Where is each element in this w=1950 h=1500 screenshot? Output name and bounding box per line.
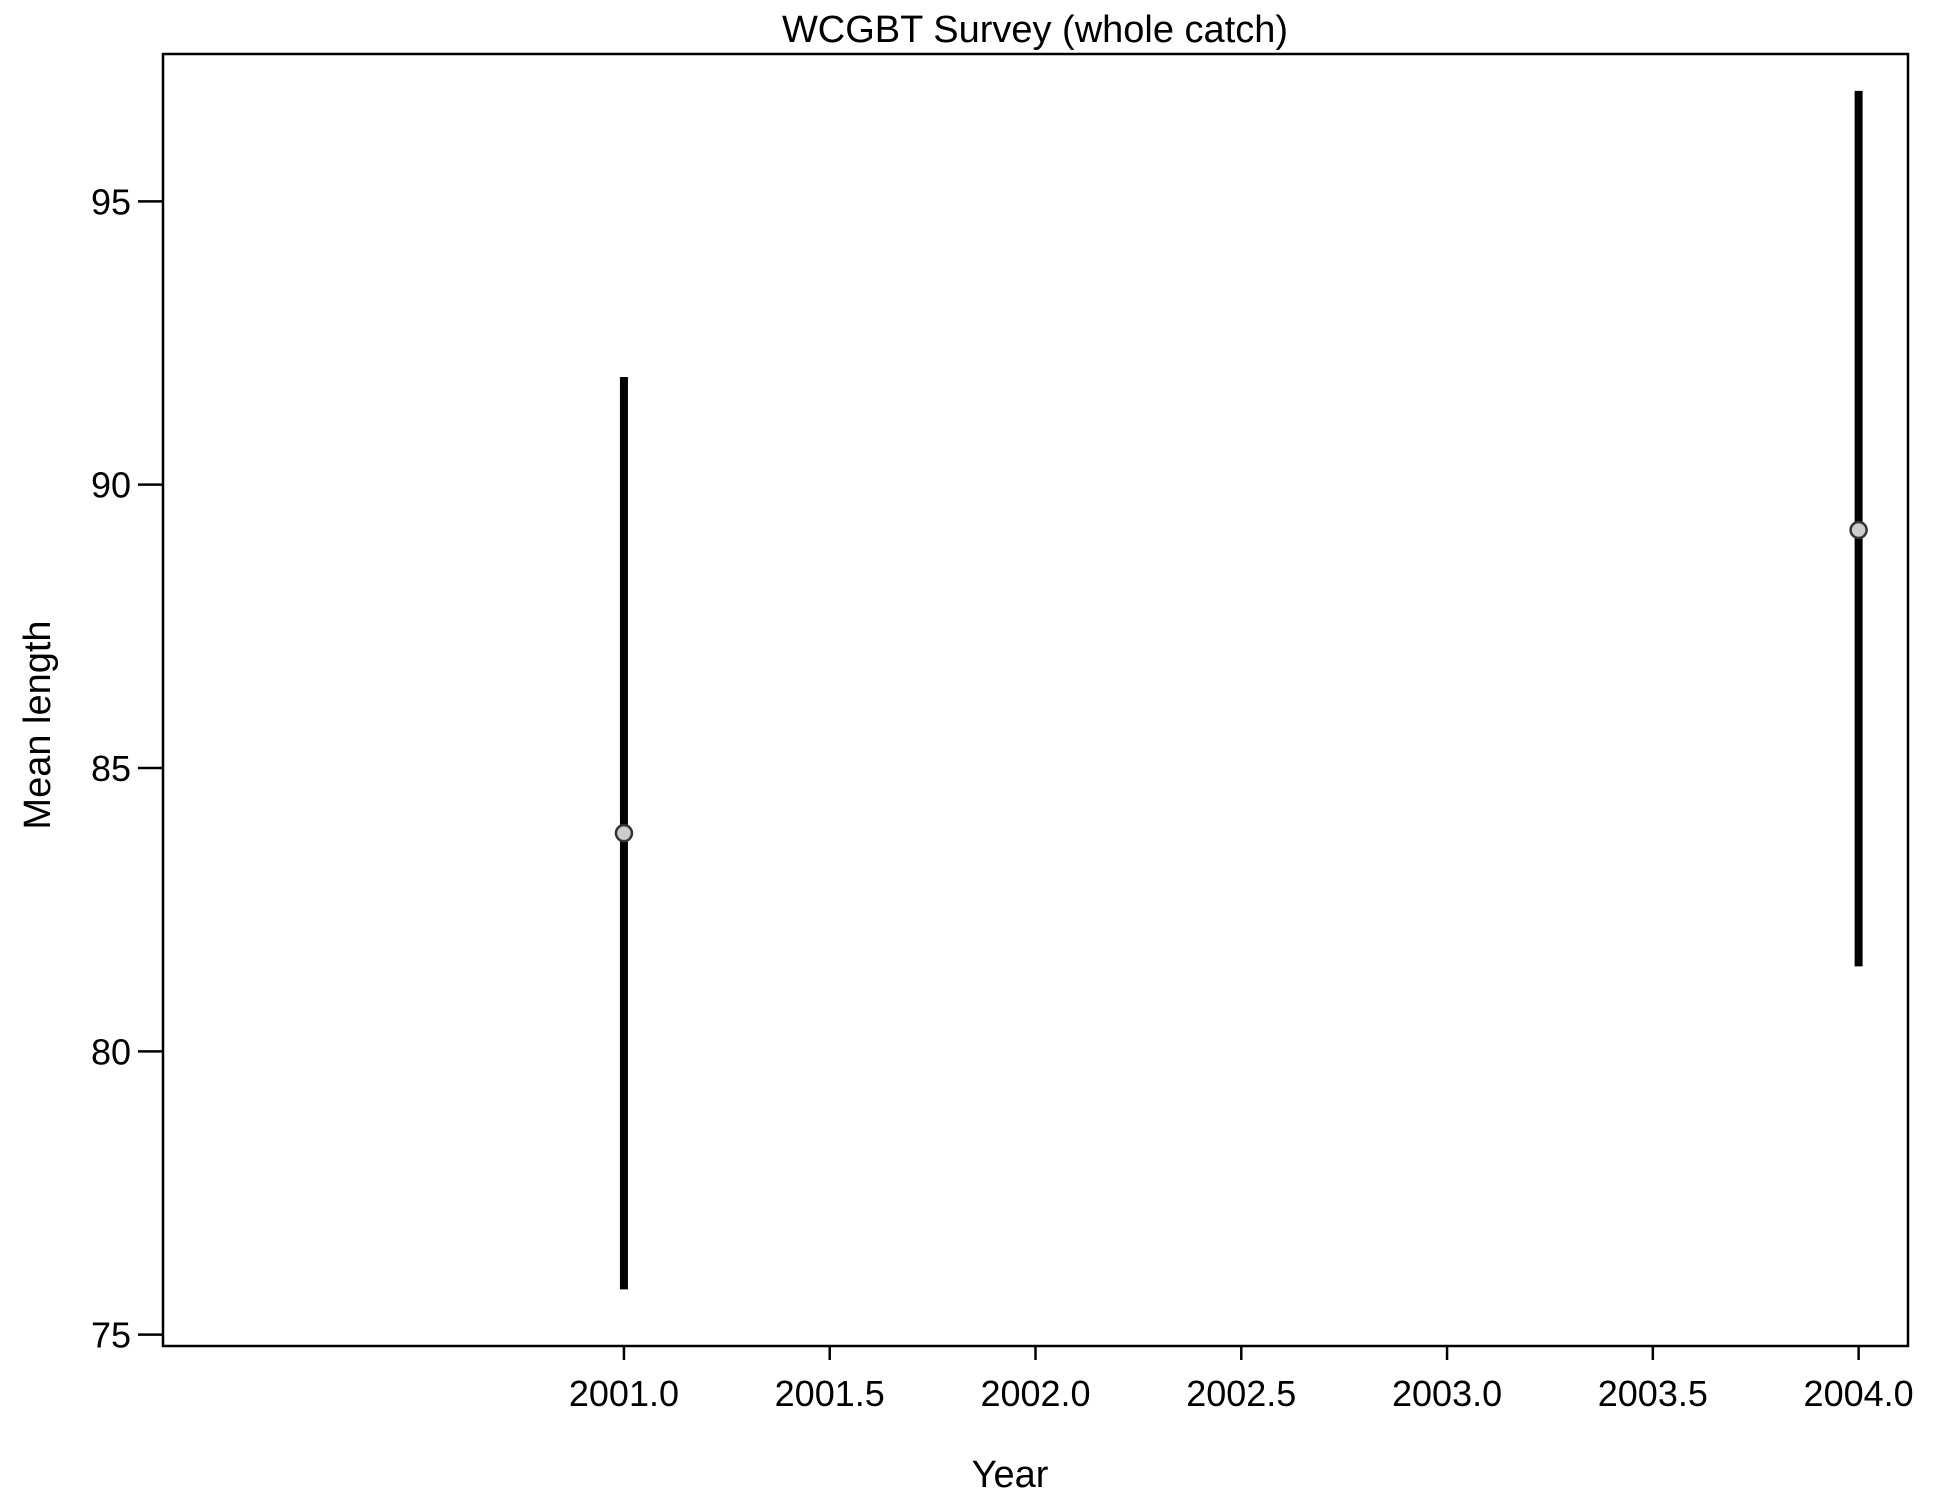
y-tick-label: 90	[91, 465, 131, 506]
x-axis-label: Year	[972, 1454, 1049, 1496]
x-tick-label: 2001.5	[775, 1373, 885, 1414]
x-tick-label: 2001.0	[569, 1373, 679, 1414]
data-point	[1849, 520, 1868, 540]
series-points	[614, 90, 1868, 1290]
x-axis-ticks: 2001.0 2001.5 2002.0 2002.5 2003.0 2003.5 2004…	[569, 1346, 1914, 1414]
y-axis-label: Mean length	[17, 620, 59, 829]
y-tick-label: 80	[91, 1031, 131, 1072]
plot-frame	[161, 52, 1910, 1348]
data-point	[614, 823, 634, 843]
x-tick-label: 2004.0	[1804, 1373, 1914, 1414]
chart-title: WCGBT Survey (whole catch)	[782, 9, 1288, 51]
y-tick-label: 85	[91, 748, 131, 789]
y-axis-ticks: 75 80 85 90 95	[91, 181, 163, 1356]
x-tick-label: 2003.5	[1598, 1373, 1708, 1414]
y-tick-label: 75	[91, 1315, 131, 1356]
x-tick-label: 2003.0	[1392, 1373, 1502, 1414]
x-tick-label: 2002.0	[980, 1373, 1090, 1414]
x-tick-label: 2002.5	[1186, 1373, 1296, 1414]
y-tick-label: 95	[91, 181, 131, 222]
